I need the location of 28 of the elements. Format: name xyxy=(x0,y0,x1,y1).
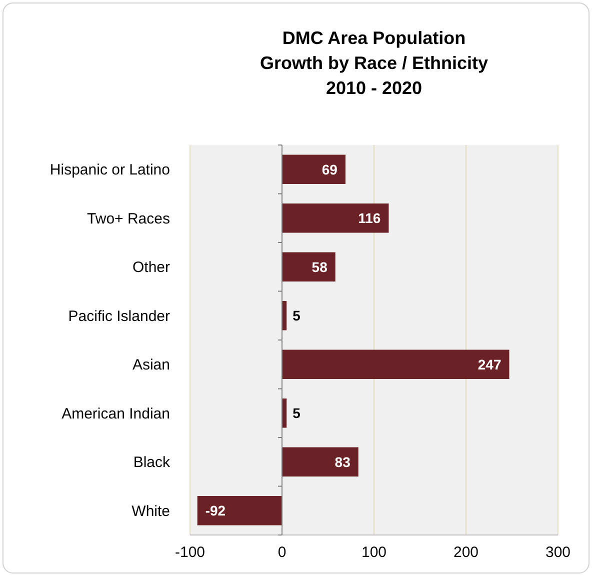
data-label: 5 xyxy=(292,308,301,324)
bar xyxy=(197,496,282,526)
y-tick-label: Black xyxy=(133,454,170,472)
bar xyxy=(282,204,389,233)
data-label: 116 xyxy=(358,210,381,226)
x-tick-label: 0 xyxy=(278,544,286,561)
x-tick-label: 200 xyxy=(453,544,479,561)
data-label: -92 xyxy=(205,502,226,519)
x-tick-label: 100 xyxy=(361,544,387,561)
bar xyxy=(282,252,336,282)
y-tick-label: Two+ Races xyxy=(87,210,170,228)
data-label: 69 xyxy=(322,161,338,178)
y-tick-label: White xyxy=(132,502,170,520)
y-tick-label: Other xyxy=(132,259,170,276)
y-tick-label: Pacific Islander xyxy=(68,308,170,325)
bar xyxy=(282,350,510,379)
bar xyxy=(282,447,358,476)
data-label: 58 xyxy=(312,258,328,275)
data-label: 247 xyxy=(478,356,502,372)
bar xyxy=(282,154,346,184)
x-tick-label: -100 xyxy=(174,544,206,561)
y-tick-label: Hispanic or Latino xyxy=(50,162,170,179)
data-label: 83 xyxy=(334,454,351,470)
x-tick-label: 300 xyxy=(545,544,571,561)
y-tick-label: Asian xyxy=(132,356,170,374)
data-label: 5 xyxy=(292,405,301,422)
chart-title: DMC Area Population Growth by Race / Ethnicity 2010 - 2020 xyxy=(260,28,488,98)
y-tick-label: American Indian xyxy=(62,405,170,422)
